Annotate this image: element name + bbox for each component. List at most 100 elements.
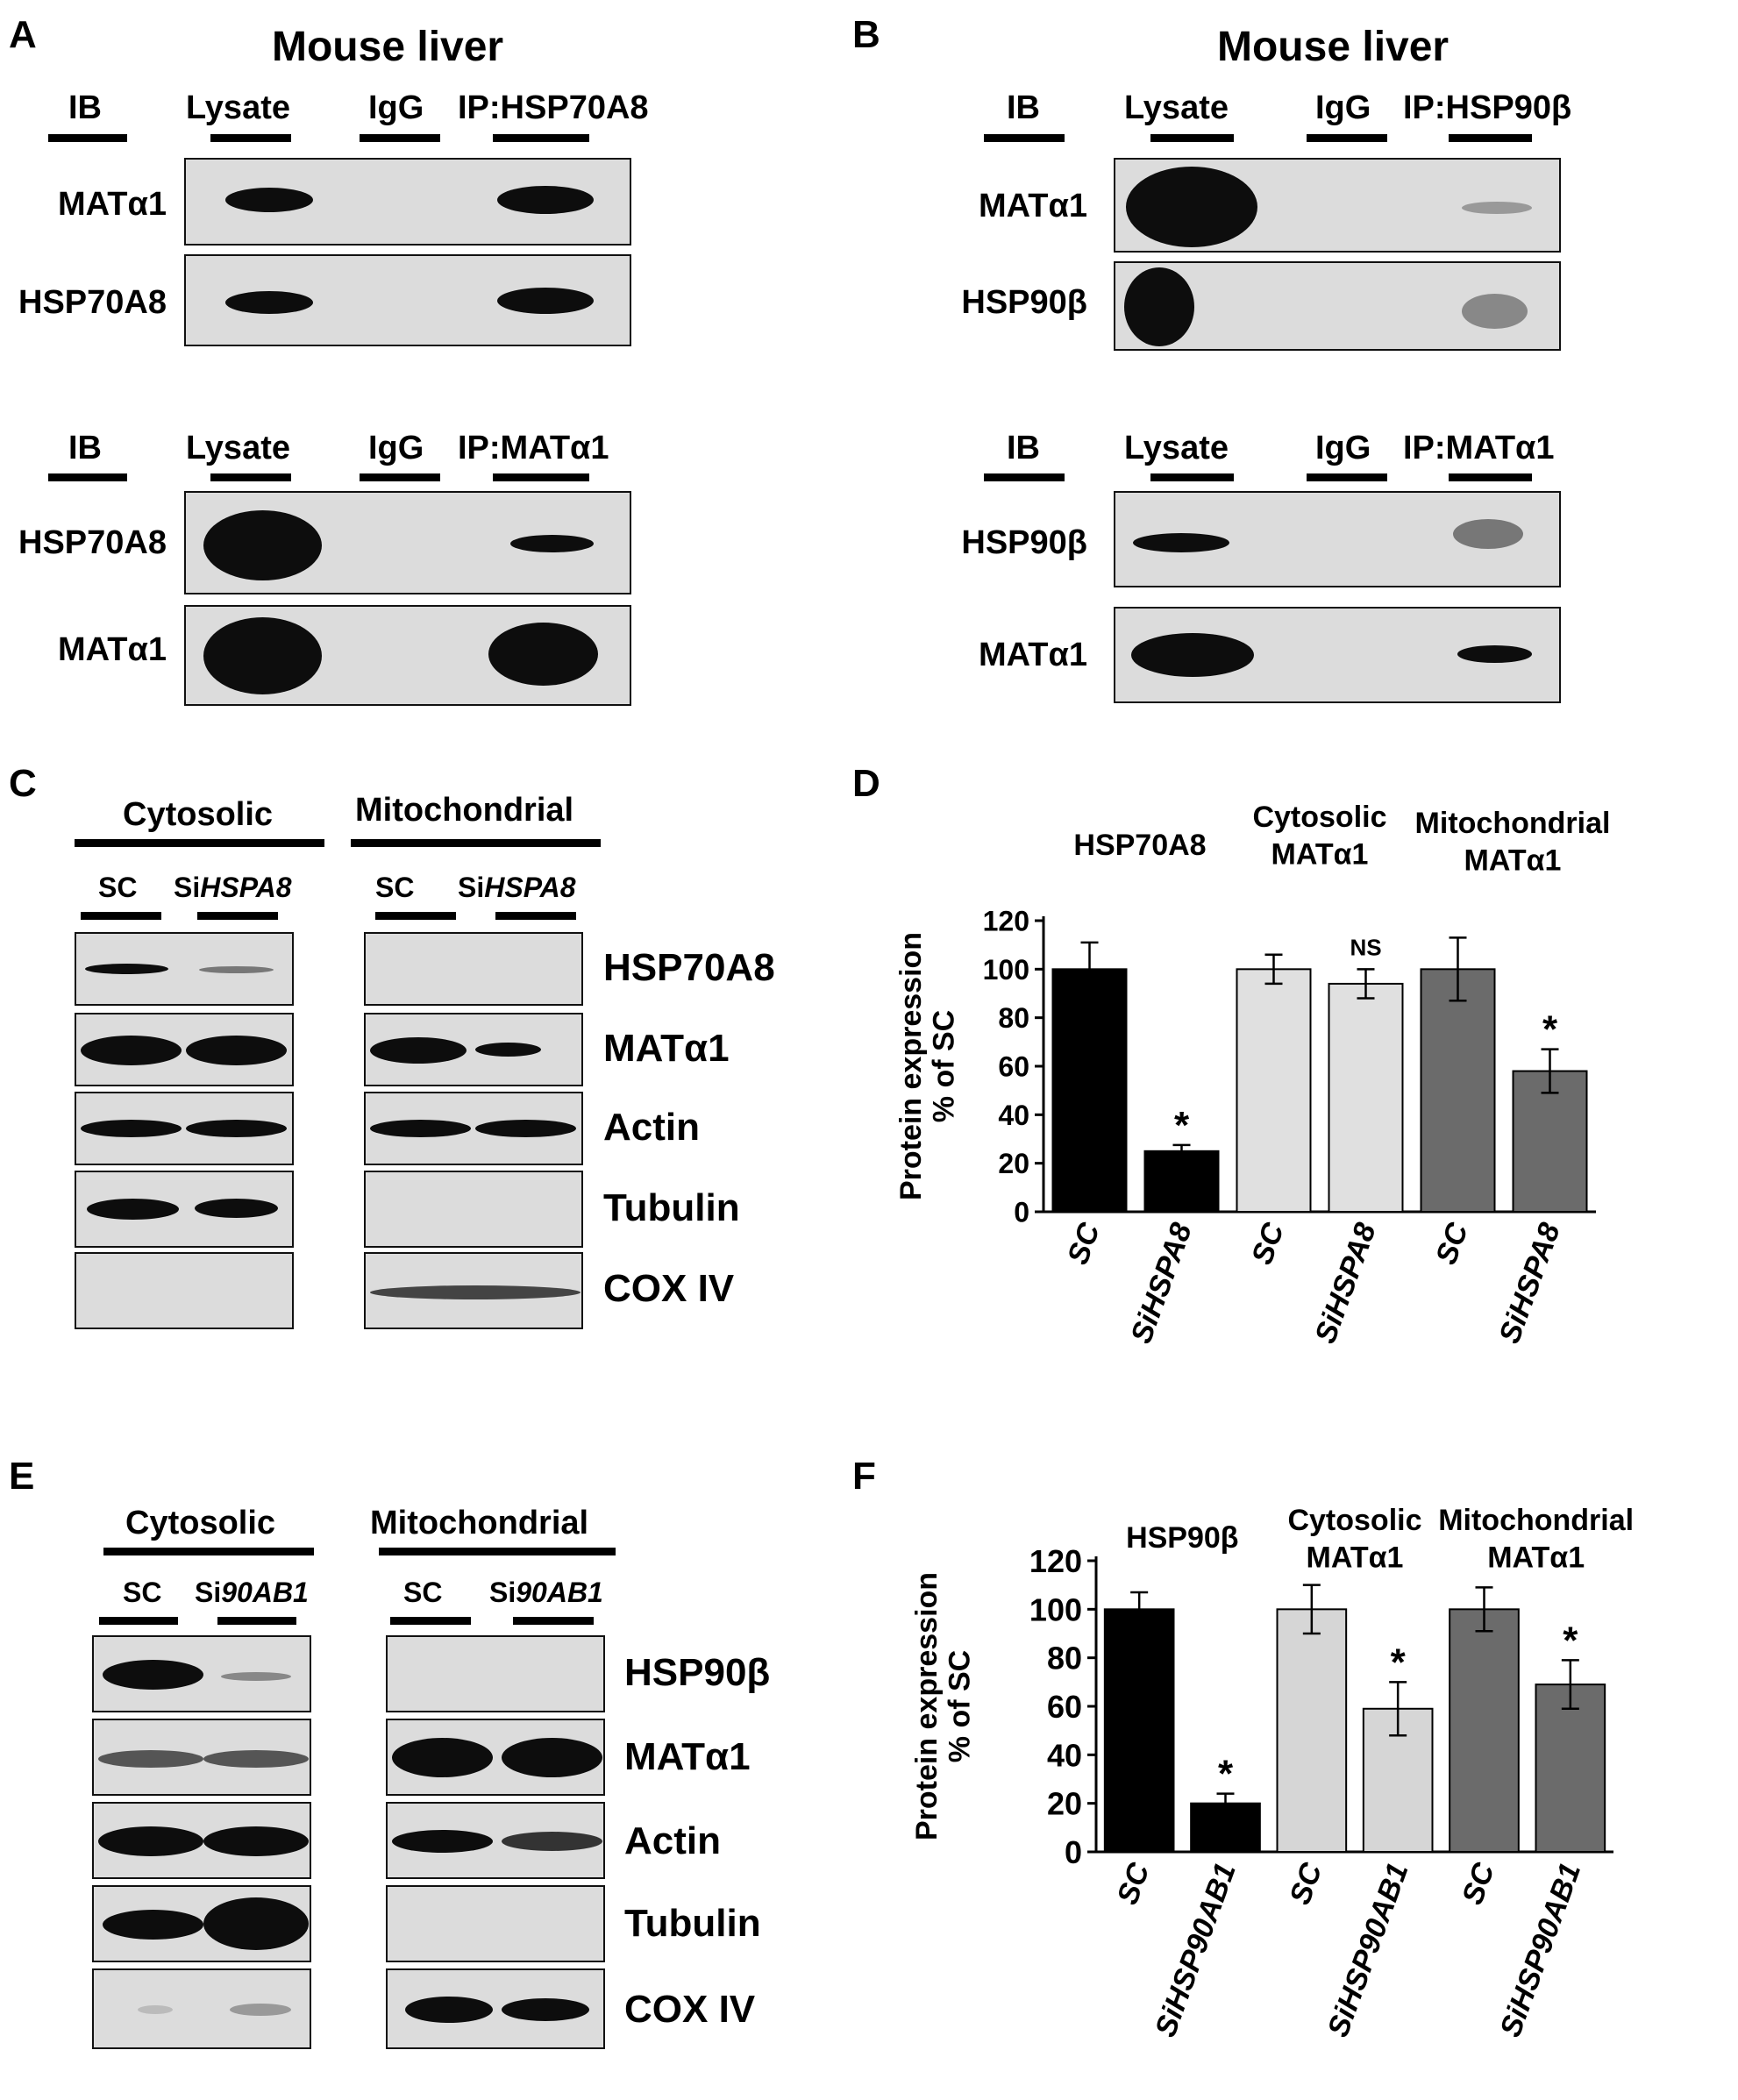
row-label: HSP90β <box>961 284 1087 321</box>
blot-band <box>510 535 594 552</box>
row-label: MATα1 <box>58 186 167 223</box>
bar <box>1420 968 1496 1213</box>
y-tick-label: 40 <box>998 1100 1029 1131</box>
blot-band <box>475 1120 576 1137</box>
western-blot <box>364 1013 583 1086</box>
lane-underline <box>48 134 127 142</box>
panel-label-e: E <box>9 1455 35 1498</box>
ib-label: IB <box>1007 430 1040 466</box>
western-blot <box>364 932 583 1006</box>
lane-underline <box>375 912 456 920</box>
blot-band <box>203 617 322 694</box>
x-tick-label: SiHSPA8 <box>1308 1219 1383 1348</box>
row-label: HSP90β <box>624 1651 771 1694</box>
panel-label-d: D <box>852 762 880 805</box>
lane-underline <box>984 134 1065 142</box>
group-label: Cytosolic <box>125 1505 276 1541</box>
western-blot <box>92 1968 311 2049</box>
panel-label-b: B <box>852 13 880 56</box>
blot-band <box>497 186 594 214</box>
blot-band <box>98 1826 203 1856</box>
x-tick-label: SiHSPA8 <box>1492 1219 1567 1348</box>
y-tick-label: 100 <box>1029 1591 1082 1627</box>
group-label: HSP70A8 <box>1073 829 1206 862</box>
blot-band <box>405 1997 493 2023</box>
row-label: HSP70A8 <box>18 284 167 321</box>
blot-band <box>1124 267 1194 346</box>
blot-band <box>225 188 313 212</box>
western-blot <box>75 1252 294 1329</box>
blot-band <box>1462 202 1532 214</box>
blot-band <box>502 1832 602 1851</box>
x-tick-label: SC <box>1111 1858 1157 1909</box>
x-tick-label: SC <box>1429 1218 1475 1269</box>
group-label: Mitochondrial <box>1415 807 1611 840</box>
y-tick-label: 40 <box>1047 1737 1082 1773</box>
row-label: MATα1 <box>58 631 167 668</box>
group-underline <box>351 839 601 847</box>
lane-underline <box>513 1617 594 1625</box>
blot-band <box>195 1199 278 1218</box>
y-tick-label: 80 <box>998 1002 1029 1034</box>
group-label: Mitochondrial <box>355 792 574 829</box>
blot-band <box>138 2005 173 2014</box>
x-tick-label: SiHSP90AB1 <box>1321 1859 1415 2041</box>
lane-underline <box>360 473 440 481</box>
lane-label: SiHSPA8 <box>174 872 292 903</box>
lane-underline <box>81 912 161 920</box>
lane-label: IgG <box>1315 430 1371 466</box>
blot-band <box>199 966 274 973</box>
bar <box>1143 1150 1220 1214</box>
blot-band <box>186 1036 287 1065</box>
row-label: Actin <box>603 1106 700 1149</box>
blot-band <box>230 2004 291 2016</box>
row-label: HSP70A8 <box>18 524 167 561</box>
group-label: HSP90β <box>1126 1521 1238 1555</box>
blot-band <box>203 510 322 580</box>
lane-label: SC <box>403 1577 443 1608</box>
row-label: MATα1 <box>979 637 1087 673</box>
lane-label: Lysate <box>186 89 290 126</box>
bar <box>1103 1608 1175 1853</box>
bar <box>1051 968 1128 1213</box>
y-tick-label: 0 <box>1065 1834 1082 1870</box>
significance-label: * <box>1563 1619 1578 1662</box>
x-tick-label: SC <box>1061 1218 1107 1269</box>
western-blot <box>92 1885 311 1962</box>
panel-a-title: Mouse liver <box>272 24 504 70</box>
row-label: HSP90β <box>961 524 1087 561</box>
group-underline <box>103 1548 314 1555</box>
lane-underline <box>1307 134 1387 142</box>
blot-band <box>1133 533 1229 552</box>
significance-label: * <box>1542 1008 1558 1051</box>
blot-band <box>225 291 313 314</box>
x-tick-label: SiHSPA8 <box>1124 1219 1199 1348</box>
group-label: Mitochondrial <box>1438 1504 1634 1537</box>
lane-label: IP:HSP90β <box>1403 89 1572 126</box>
lane-label: IgG <box>1315 89 1371 126</box>
lane-label: IP:MATα1 <box>1403 430 1555 466</box>
western-blot <box>1114 158 1561 253</box>
lane-label: IgG <box>368 430 424 466</box>
lane-underline <box>493 473 589 481</box>
x-tick-label: SiHSP90AB1 <box>1149 1859 1243 2041</box>
row-label: MATα1 <box>603 1027 730 1070</box>
lane-underline <box>48 473 127 481</box>
significance-label: * <box>1174 1104 1190 1147</box>
blot-band <box>203 1750 309 1768</box>
lane-underline <box>1449 473 1532 481</box>
row-label: COX IV <box>624 1988 756 2031</box>
western-blot <box>184 491 631 594</box>
group-label: MATα1 <box>1464 844 1562 878</box>
western-blot <box>386 1885 605 1962</box>
ib-label: IB <box>68 430 102 466</box>
group-underline <box>75 839 324 847</box>
group-label: MATα1 <box>1271 838 1369 872</box>
lane-underline <box>360 134 440 142</box>
lane-label: IP:HSP70A8 <box>458 89 649 126</box>
western-blot <box>386 1802 605 1879</box>
lane-underline <box>1307 473 1387 481</box>
group-label: MATα1 <box>1307 1541 1404 1575</box>
blot-band <box>87 1199 179 1220</box>
y-axis-label: % of SC <box>943 1650 976 1762</box>
